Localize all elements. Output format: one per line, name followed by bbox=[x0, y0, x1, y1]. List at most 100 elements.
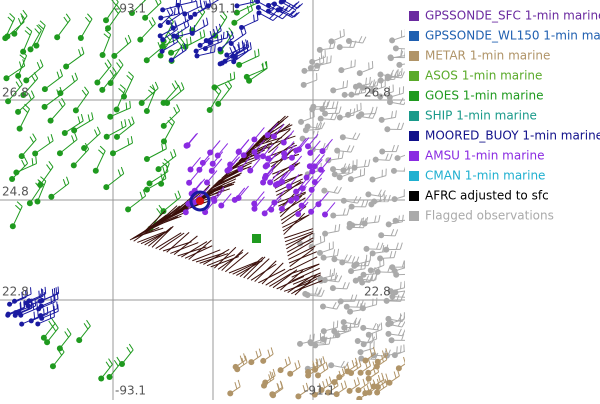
barb-tick bbox=[330, 269, 331, 276]
legend-label[interactable]: Flagged observations bbox=[425, 209, 554, 223]
station-dot bbox=[368, 201, 374, 207]
station-dot bbox=[337, 114, 343, 120]
station-dot bbox=[2, 35, 8, 41]
station-dot bbox=[385, 331, 391, 337]
station-dot bbox=[339, 259, 345, 265]
station-dot bbox=[15, 73, 21, 79]
station-dot bbox=[144, 187, 150, 193]
station-dot bbox=[361, 341, 367, 347]
station-dot bbox=[73, 107, 79, 113]
barb-tick bbox=[347, 80, 348, 87]
station-dot bbox=[164, 100, 170, 106]
station-dot bbox=[370, 250, 376, 256]
station-dot bbox=[36, 306, 41, 311]
barb-tick bbox=[215, 45, 216, 52]
barb-tick bbox=[319, 57, 320, 64]
station-dot bbox=[322, 231, 328, 237]
station-dot bbox=[98, 376, 104, 382]
station-dot bbox=[321, 188, 327, 194]
station-dot bbox=[144, 108, 150, 114]
barb-tick bbox=[41, 288, 42, 295]
station-dot bbox=[9, 176, 15, 182]
barb-tick bbox=[372, 334, 373, 341]
station-dot bbox=[54, 34, 60, 40]
barb-tick bbox=[58, 304, 59, 311]
barb-tick bbox=[192, 0, 193, 2]
legend-label[interactable]: SHIP 1-min marine bbox=[425, 109, 537, 123]
station-dot bbox=[374, 390, 380, 396]
station-dot bbox=[234, 366, 240, 372]
station-dot bbox=[160, 7, 165, 12]
barb-tick bbox=[223, 32, 224, 39]
station-dot bbox=[12, 299, 17, 304]
station-dot bbox=[3, 75, 9, 81]
station-dot bbox=[248, 359, 254, 365]
center-dot bbox=[196, 197, 204, 205]
coordinate-label: -91.1 bbox=[206, 2, 237, 16]
barb-tick bbox=[31, 287, 32, 294]
station-dot bbox=[203, 46, 208, 51]
coordinate-label: -91.1 bbox=[304, 384, 335, 398]
station-dot bbox=[393, 45, 399, 51]
station-dot bbox=[355, 338, 361, 344]
station-dot bbox=[19, 153, 25, 159]
station-dot bbox=[375, 269, 381, 275]
station-dot bbox=[256, 5, 261, 10]
barb-tick bbox=[54, 294, 55, 301]
legend-label[interactable]: ASOS 1-min marine bbox=[425, 69, 542, 83]
station-dot bbox=[357, 70, 363, 76]
legend-label[interactable]: GPSSONDE_SFC 1-min marine bbox=[425, 9, 600, 23]
station-dot bbox=[366, 376, 372, 382]
station-dot bbox=[13, 169, 19, 175]
station-dot bbox=[32, 151, 38, 157]
station-dot bbox=[312, 367, 318, 373]
station-dot bbox=[346, 224, 352, 230]
station-dot bbox=[301, 82, 307, 88]
station-dot bbox=[341, 325, 347, 331]
legend-label[interactable]: METAR 1-min marine bbox=[425, 49, 550, 63]
station-dot bbox=[94, 80, 100, 86]
legend-label[interactable]: AMSU 1-min marine bbox=[425, 149, 544, 163]
station-dot bbox=[338, 298, 344, 304]
station-dot bbox=[166, 20, 171, 25]
barb-tick bbox=[174, 8, 175, 15]
legend-swatch bbox=[409, 131, 419, 141]
station-dot bbox=[194, 49, 199, 54]
barb-tick bbox=[20, 303, 21, 310]
barb-tick bbox=[343, 81, 344, 88]
legend-swatch bbox=[409, 31, 419, 41]
station-dot bbox=[262, 379, 268, 385]
station-dot bbox=[42, 104, 48, 110]
station-dot bbox=[266, 9, 271, 14]
station-dot bbox=[144, 156, 150, 162]
station-dot bbox=[358, 349, 364, 355]
barb-tick bbox=[44, 292, 45, 299]
station-dot bbox=[365, 191, 371, 197]
station-dot bbox=[169, 58, 174, 63]
legend-label[interactable]: GOES 1-min marine bbox=[425, 89, 543, 103]
station-dot bbox=[103, 17, 109, 23]
legend-label[interactable]: AFRC adjusted to sfc bbox=[425, 189, 549, 203]
station-dot bbox=[315, 372, 321, 378]
station-dot bbox=[111, 53, 117, 59]
legend-swatch bbox=[409, 11, 419, 21]
legend-label[interactable]: CMAN 1-min marine bbox=[425, 169, 545, 183]
barb-tick bbox=[234, 72, 235, 79]
station-dot bbox=[348, 268, 354, 274]
barb-tick bbox=[404, 281, 405, 288]
barb-tick bbox=[320, 236, 321, 243]
barb-tick bbox=[323, 56, 324, 63]
station-dot bbox=[361, 272, 367, 278]
coordinate-label: 26.8 bbox=[2, 86, 29, 100]
station-dot bbox=[139, 100, 145, 106]
legend-label[interactable]: MOORED_BUOY 1-min marine bbox=[425, 129, 600, 143]
legend-label[interactable]: GPSSONDE_WL150 1-min marine bbox=[425, 29, 600, 43]
station-dot bbox=[108, 80, 114, 86]
legend-swatch bbox=[409, 211, 419, 221]
station-dot bbox=[364, 246, 370, 252]
station-dot bbox=[99, 87, 105, 93]
station-dot bbox=[384, 298, 390, 304]
station-dot bbox=[5, 313, 10, 318]
station-dot bbox=[246, 78, 252, 84]
